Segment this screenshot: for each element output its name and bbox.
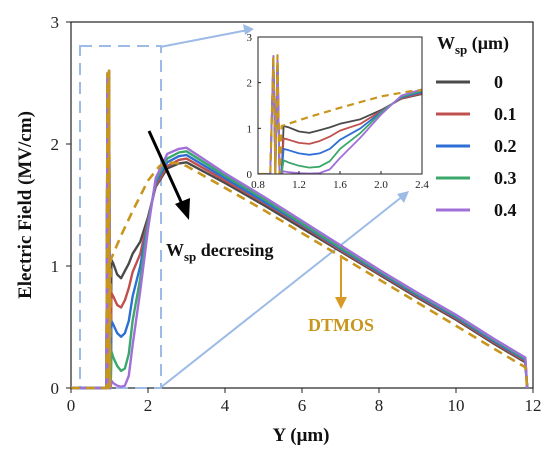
legend-label: 0 <box>494 72 503 92</box>
inset-y-tick-label: 1 <box>247 123 253 135</box>
inset-series-line-dtmos <box>258 54 422 174</box>
zoom-region-box <box>79 45 162 389</box>
legend-title-unit: (μm) <box>467 33 509 54</box>
inset-y-tick-label: 3 <box>247 32 253 44</box>
inset-background <box>258 37 422 174</box>
wsp-decreasing-label: Wsp decresing <box>166 240 273 264</box>
dtmos-label: DTMOS <box>308 315 374 335</box>
wsp-arrow-head <box>175 198 190 220</box>
inset-clip-group <box>258 54 422 174</box>
legend-title-main: W <box>437 33 455 53</box>
x-tick-label: 12 <box>525 396 542 415</box>
dtmos-annotation: DTMOS <box>308 255 374 335</box>
inset-plot: 0.8 1.2 1.6 2.0 2.4 0 1 2 3 <box>247 32 430 191</box>
wsp-decreasing-main: W <box>166 240 184 260</box>
x-tick-label: 2 <box>144 396 153 415</box>
y-tick-label: 0 <box>51 379 60 398</box>
series-line-dtmos <box>71 69 529 390</box>
legend-label: 0.3 <box>494 168 517 188</box>
legend-title: Wsp (μm) <box>437 33 509 57</box>
x-tick-label: 0 <box>67 396 76 415</box>
x-tick-label: 10 <box>448 396 465 415</box>
main-series-group <box>71 69 529 390</box>
inset-x-tick-label: 1.6 <box>333 179 347 191</box>
legend: Wsp (μm) 0 0.1 0.2 0.3 0.4 <box>436 33 517 220</box>
inset-ticks-group: 0.8 1.2 1.6 2.0 2.4 0 1 2 3 <box>247 32 430 191</box>
zoom-pointer-top <box>159 29 249 48</box>
zoom-pointer-bottom <box>159 195 404 389</box>
wsp-decreasing-rest: decresing <box>196 240 273 260</box>
wsp-decreasing-sub: sp <box>184 249 196 264</box>
dtmos-arrow-head <box>335 297 347 309</box>
inset-x-tick-label: 2.0 <box>374 179 388 191</box>
inset-x-tick-label: 2.4 <box>415 179 429 191</box>
x-tick-label: 6 <box>298 396 307 415</box>
x-tick-label: 4 <box>221 396 230 415</box>
x-tick-label: 8 <box>375 396 384 415</box>
y-axis-label: Electric Field (MV/cm) <box>15 111 36 299</box>
inset-x-tick-label: 0.8 <box>251 179 265 191</box>
inset-y-tick-label: 0 <box>247 169 253 181</box>
inset-series-line-wsp-0-4 <box>258 54 422 174</box>
y-tick-label: 2 <box>51 135 60 154</box>
legend-items-group: 0 0.1 0.2 0.3 0.4 <box>436 72 517 220</box>
wsp-arrow-line <box>147 130 185 207</box>
zoom-highlight <box>79 24 409 389</box>
legend-label: 0.1 <box>494 104 517 124</box>
legend-label: 0.2 <box>494 136 517 156</box>
y-tick-label: 1 <box>51 257 60 276</box>
y-tick-label: 3 <box>51 13 60 32</box>
zoom-pointer-bottom-arrowhead <box>397 191 409 203</box>
wsp-decreasing-annotation: Wsp decresing <box>147 130 273 264</box>
inset-y-tick-label: 2 <box>247 78 253 90</box>
inset-series-group <box>258 54 422 174</box>
x-axis-label: Y (μm) <box>272 425 329 446</box>
zoom-pointer-top-arrowhead <box>243 24 254 35</box>
legend-label: 0.4 <box>494 200 517 220</box>
inset-x-tick-label: 1.2 <box>292 179 306 191</box>
legend-title-sub: sp <box>455 42 467 57</box>
